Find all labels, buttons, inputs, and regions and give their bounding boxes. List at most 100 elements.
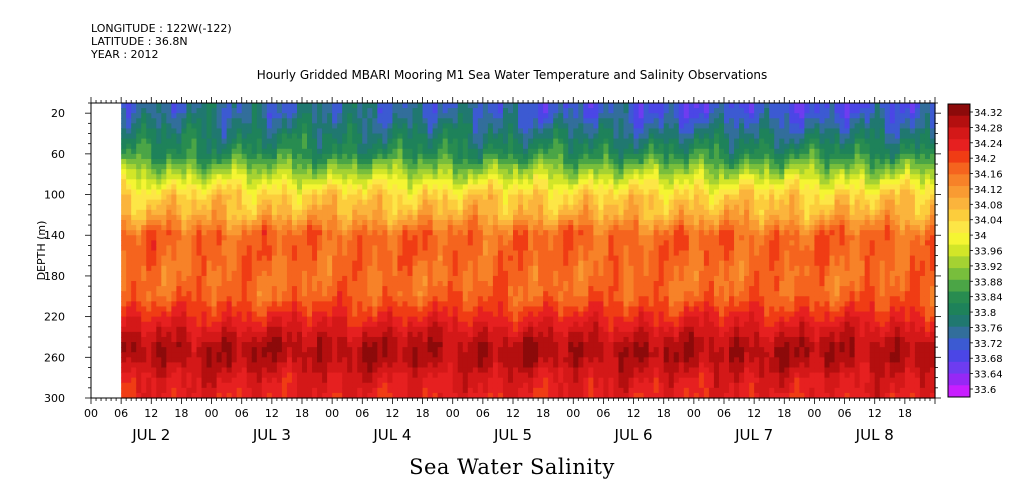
heatmap-cell bbox=[196, 235, 203, 241]
heatmap-cell bbox=[417, 301, 424, 308]
heatmap-cell bbox=[397, 214, 404, 221]
heatmap-cell bbox=[352, 209, 358, 216]
heatmap-cell bbox=[477, 382, 484, 389]
heatmap-cell bbox=[266, 270, 273, 277]
heatmap-cell bbox=[422, 255, 429, 262]
heatmap-cell bbox=[276, 118, 283, 124]
heatmap-cell bbox=[256, 184, 263, 191]
heatmap-cell bbox=[201, 367, 208, 374]
heatmap-cell bbox=[392, 153, 399, 160]
heatmap-cell bbox=[176, 377, 183, 384]
heatmap-cell bbox=[427, 138, 434, 145]
heatmap-cell bbox=[467, 362, 474, 369]
heatmap-cell bbox=[307, 219, 313, 226]
heatmap-cell bbox=[307, 275, 313, 282]
heatmap-cell bbox=[332, 392, 338, 399]
heatmap-cell bbox=[412, 153, 419, 160]
heatmap-cell bbox=[372, 179, 378, 185]
heatmap-cell bbox=[477, 189, 484, 196]
heatmap-cell bbox=[437, 331, 444, 338]
heatmap-cell bbox=[261, 342, 268, 348]
heatmap-cell bbox=[241, 204, 248, 211]
heatmap-cell bbox=[377, 143, 383, 150]
heatmap-cell bbox=[528, 169, 534, 175]
heatmap-cell bbox=[332, 382, 338, 389]
heatmap-cell bbox=[407, 194, 414, 201]
heatmap-cell bbox=[548, 179, 554, 185]
heatmap-cell bbox=[347, 336, 353, 343]
heatmap-cell bbox=[246, 336, 253, 343]
heatmap-cell bbox=[377, 219, 383, 226]
heatmap-cell bbox=[347, 245, 353, 252]
heatmap-cell bbox=[357, 199, 363, 206]
heatmap-cell bbox=[397, 357, 404, 363]
heatmap-cell bbox=[151, 118, 157, 124]
heatmap-cell bbox=[392, 143, 399, 150]
heatmap-cell bbox=[477, 342, 484, 348]
heatmap-cell bbox=[442, 250, 449, 257]
heatmap-cell bbox=[397, 133, 404, 140]
heatmap-cell bbox=[136, 311, 142, 318]
heatmap-cell bbox=[452, 281, 459, 287]
heatmap-cell bbox=[332, 128, 338, 135]
heatmap-cell bbox=[251, 382, 258, 389]
heatmap-cell bbox=[442, 347, 449, 353]
heatmap-cell bbox=[156, 326, 162, 333]
heatmap-cell bbox=[362, 342, 368, 348]
heatmap-cell bbox=[141, 275, 147, 282]
heatmap-cell bbox=[548, 118, 554, 124]
heatmap-cell bbox=[151, 275, 157, 282]
heatmap-cell bbox=[151, 199, 157, 206]
heatmap-cell bbox=[296, 260, 303, 267]
heatmap-cell bbox=[452, 387, 459, 394]
heatmap-cell bbox=[528, 209, 534, 216]
heatmap-cell bbox=[312, 240, 318, 247]
heatmap-cell bbox=[533, 387, 539, 394]
heatmap-cell bbox=[211, 179, 218, 185]
heatmap-cell bbox=[442, 230, 449, 236]
heatmap-cell bbox=[266, 301, 273, 308]
heatmap-cell bbox=[422, 199, 429, 206]
heatmap-cell bbox=[387, 301, 394, 308]
heatmap-cell bbox=[337, 108, 343, 114]
heatmap-cell bbox=[392, 158, 399, 165]
heatmap-cell bbox=[201, 199, 208, 206]
heatmap-cell bbox=[513, 347, 519, 353]
heatmap-cell bbox=[246, 326, 253, 333]
heatmap-cell bbox=[477, 377, 484, 384]
heatmap-cell bbox=[523, 143, 529, 150]
heatmap-cell bbox=[447, 184, 454, 191]
heatmap-cell bbox=[523, 189, 529, 196]
heatmap-cell bbox=[352, 103, 358, 109]
heatmap-cell bbox=[548, 219, 554, 226]
heatmap-cell bbox=[548, 291, 554, 297]
heatmap-cell bbox=[342, 336, 348, 343]
heatmap-cell bbox=[407, 377, 414, 384]
heatmap-cell bbox=[427, 260, 434, 267]
heatmap-cell bbox=[387, 158, 394, 165]
heatmap-cell bbox=[497, 372, 504, 379]
heatmap-cell bbox=[528, 382, 534, 389]
heatmap-cell bbox=[377, 387, 383, 394]
heatmap-cell bbox=[487, 331, 494, 338]
heatmap-cell bbox=[367, 123, 373, 130]
heatmap-cell bbox=[161, 189, 167, 196]
heatmap-cell bbox=[482, 255, 489, 262]
heatmap-cell bbox=[161, 174, 167, 180]
heatmap-cell bbox=[362, 118, 368, 124]
heatmap-cell bbox=[507, 336, 514, 343]
heatmap-cell bbox=[286, 260, 293, 267]
heatmap-cell bbox=[447, 321, 454, 328]
heatmap-cell bbox=[216, 184, 223, 191]
heatmap-cell bbox=[191, 372, 198, 379]
heatmap-cell bbox=[523, 270, 529, 277]
heatmap-cell bbox=[507, 331, 514, 338]
heatmap-cell bbox=[367, 265, 373, 272]
heatmap-cell bbox=[513, 260, 519, 267]
heatmap-cell bbox=[347, 255, 353, 262]
heatmap-cell bbox=[151, 347, 157, 353]
heatmap-cell bbox=[538, 245, 544, 252]
heatmap-cell bbox=[372, 148, 378, 155]
heatmap-cell bbox=[372, 123, 378, 130]
heatmap-cell bbox=[467, 148, 474, 155]
